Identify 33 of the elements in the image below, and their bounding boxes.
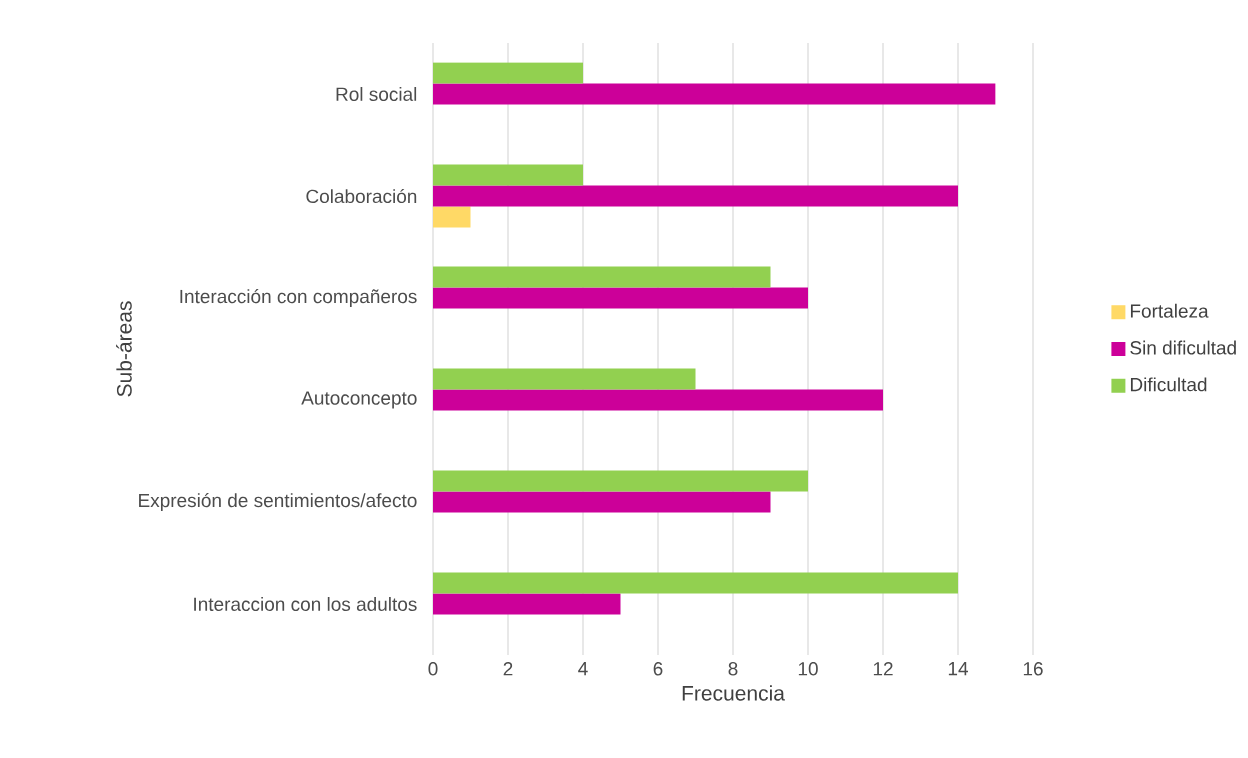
x-tick-label: 2 — [503, 662, 513, 676]
bar — [433, 389, 884, 411]
bar — [433, 62, 584, 84]
bar — [433, 368, 696, 390]
x-tick-label: 8 — [728, 662, 738, 676]
y-tick-label: Interacción con compañeros — [180, 289, 417, 307]
bar — [433, 491, 771, 513]
x-tick-label: 6 — [653, 662, 663, 676]
y-tick-label: Rol social — [336, 87, 417, 101]
x-axis-title: Frecuencia — [682, 685, 785, 701]
y-tick-label: Colaboración — [306, 188, 417, 204]
bar — [433, 470, 808, 492]
y-tick-label: Autoconcepto — [301, 391, 417, 409]
legend-label: Fortaleza — [1130, 303, 1209, 318]
bar — [433, 164, 584, 186]
y-tick-label: Interaccion con los adultos — [194, 597, 417, 611]
bar — [433, 206, 471, 228]
x-tick-label: 16 — [1023, 662, 1043, 676]
y-tick-label: Expresión de sentimientos/afecto — [139, 493, 417, 511]
legend-label: Dificultad — [1130, 377, 1207, 392]
bar — [433, 593, 621, 615]
legend-label: Sin dificultad — [1130, 340, 1236, 355]
bar — [433, 266, 771, 288]
bar — [433, 83, 996, 105]
bar — [433, 572, 958, 594]
x-tick-label: 14 — [948, 662, 969, 676]
bar — [433, 185, 958, 207]
x-tick-label: 10 — [798, 662, 818, 676]
x-tick-label: 0 — [428, 662, 438, 676]
x-tick-label: 12 — [873, 662, 893, 676]
bar — [433, 287, 808, 309]
y-axis-title: Sub-áreas — [116, 301, 132, 397]
x-tick-label: 4 — [578, 662, 588, 676]
